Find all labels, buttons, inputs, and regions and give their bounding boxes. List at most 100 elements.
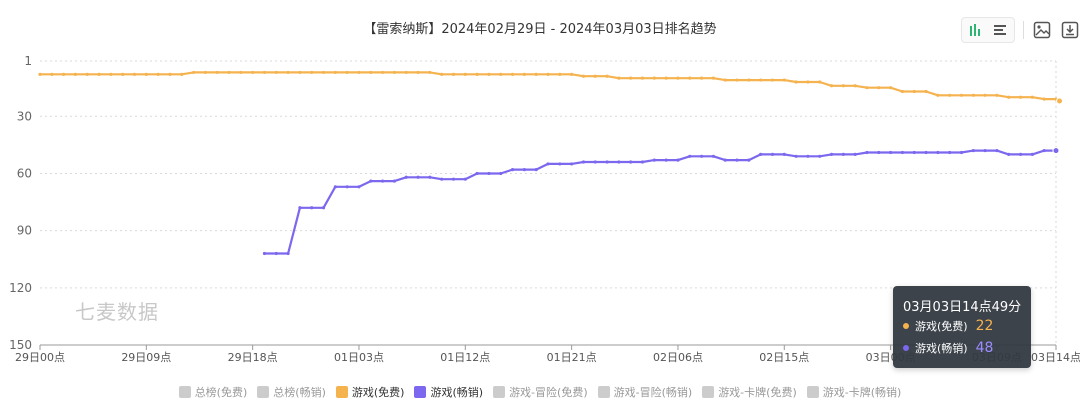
series-point	[995, 93, 999, 97]
series-line	[40, 71, 1061, 102]
series-point	[735, 78, 739, 82]
series-point	[782, 152, 786, 156]
x-tick-label: 29日18点	[228, 351, 278, 364]
series-point	[274, 70, 278, 75]
series-point	[499, 72, 503, 76]
download-icon[interactable]	[1060, 20, 1080, 40]
series-point	[818, 154, 822, 158]
series-point	[794, 80, 798, 84]
series-point	[369, 179, 373, 183]
series-point	[416, 175, 420, 179]
list-icon[interactable]	[990, 20, 1010, 40]
series-point	[924, 89, 928, 94]
series-point	[617, 160, 621, 164]
series-point	[1030, 152, 1034, 156]
series-point	[593, 160, 597, 164]
series-point	[546, 72, 550, 76]
series-point	[369, 70, 373, 75]
y-tick-label: 150	[9, 338, 32, 352]
x-tick-label: 01日03点	[334, 351, 384, 364]
series-point	[510, 168, 515, 172]
legend-item[interactable]: 总榜(畅销)	[257, 384, 326, 400]
y-tick-label: 120	[9, 281, 32, 295]
series-point	[180, 72, 184, 76]
legend-swatch	[257, 386, 270, 398]
series-point	[570, 72, 574, 76]
series-point	[605, 74, 609, 78]
series-point	[404, 70, 408, 75]
series-point	[829, 84, 834, 88]
series-point	[782, 78, 786, 82]
series-point	[640, 76, 645, 80]
series-point	[416, 70, 420, 75]
legend-item[interactable]: 游戏-冒险(免费)	[493, 384, 588, 400]
series-point	[262, 251, 267, 256]
series-point	[617, 76, 621, 80]
legend-label: 总榜(畅销)	[273, 386, 326, 399]
series-point	[1007, 95, 1011, 99]
legend-item[interactable]: 游戏-卡牌(免费)	[702, 384, 797, 400]
series-point	[688, 154, 692, 158]
series-point	[664, 158, 668, 162]
legend-label: 游戏-卡牌(免费)	[718, 386, 797, 399]
series-point	[1007, 152, 1011, 156]
series-point	[428, 70, 432, 75]
series-point	[121, 72, 125, 76]
series-point	[298, 70, 302, 75]
series-point	[109, 72, 113, 76]
series-point	[806, 80, 810, 84]
view-toggle-group	[961, 17, 1015, 43]
series-point	[345, 185, 349, 189]
toolbar-divider	[1023, 21, 1024, 39]
legend-swatch	[806, 386, 819, 398]
series-point	[912, 150, 916, 155]
series-point	[440, 177, 444, 181]
series-point	[428, 175, 432, 179]
legend-item[interactable]: 游戏(免费)	[335, 384, 404, 400]
tooltip-row: 游戏(畅销) 48	[903, 340, 993, 356]
legend-label: 游戏-冒险(畅销)	[613, 386, 693, 399]
series-point	[865, 150, 869, 155]
series-point	[971, 148, 975, 153]
bar-chart-icon[interactable]	[966, 20, 986, 40]
series-point	[570, 162, 574, 166]
series-point	[1030, 95, 1034, 99]
series-point	[877, 150, 881, 155]
legend-swatch	[493, 386, 506, 398]
legend-item[interactable]: 游戏-卡牌(畅销)	[806, 384, 902, 400]
x-tick-label: 29日09点	[121, 351, 171, 364]
series-point	[829, 152, 834, 156]
x-tick-label: 01日21点	[547, 351, 597, 364]
series-point	[983, 93, 987, 97]
series-point	[345, 70, 349, 75]
series-point	[357, 70, 361, 75]
series-point	[251, 70, 255, 75]
series-point	[50, 72, 54, 76]
legend-item[interactable]: 总榜(免费)	[178, 384, 247, 400]
series-point	[759, 78, 763, 82]
series-point	[711, 154, 715, 158]
legend-swatch	[178, 386, 191, 398]
legend-label: 游戏-卡牌(畅销)	[822, 386, 902, 399]
legend-item[interactable]: 游戏(畅销)	[414, 384, 483, 400]
legend-label: 游戏(畅销)	[430, 386, 484, 399]
legend-item[interactable]: 游戏-冒险(畅销)	[597, 384, 693, 400]
series-point	[215, 70, 219, 75]
series-point	[948, 150, 952, 155]
series-point	[759, 152, 763, 156]
series-point	[156, 72, 160, 76]
series-point	[593, 74, 597, 78]
series-point	[841, 84, 845, 88]
series-point	[629, 76, 633, 80]
image-icon[interactable]	[1032, 20, 1052, 40]
series-point	[699, 76, 704, 80]
series-point	[97, 72, 101, 76]
chart-legend: 总榜(免费) 总榜(畅销) 游戏(免费) 游戏(畅销) 游戏-冒险(免费) 游戏…	[0, 384, 1080, 400]
series-point	[877, 86, 881, 90]
legend-swatch	[414, 386, 427, 398]
series-point	[451, 72, 456, 76]
tooltip-series-name: 游戏(免费)	[915, 320, 968, 333]
tooltip-series-name: 游戏(畅销)	[915, 342, 968, 355]
series-point	[971, 93, 975, 97]
